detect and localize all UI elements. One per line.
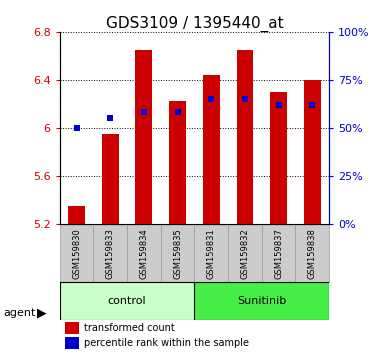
Bar xyxy=(169,101,186,224)
Bar xyxy=(93,224,127,282)
Text: ▶: ▶ xyxy=(37,307,46,320)
Bar xyxy=(102,134,119,224)
Bar xyxy=(161,224,194,282)
Point xyxy=(74,125,80,131)
Bar xyxy=(65,322,79,333)
Text: GSM159830: GSM159830 xyxy=(72,228,81,279)
Text: GSM159838: GSM159838 xyxy=(308,228,317,279)
Bar xyxy=(296,224,329,282)
Point xyxy=(107,115,113,121)
Point xyxy=(309,102,315,108)
Bar xyxy=(127,224,161,282)
Point xyxy=(208,96,214,102)
Point xyxy=(242,96,248,102)
Text: GSM159831: GSM159831 xyxy=(207,228,216,279)
Text: GSM159832: GSM159832 xyxy=(241,228,249,279)
Bar xyxy=(236,50,253,224)
Bar xyxy=(194,282,329,320)
Point xyxy=(141,110,147,115)
Bar xyxy=(65,337,79,349)
Bar xyxy=(228,224,262,282)
Bar xyxy=(60,282,194,320)
Text: GSM159834: GSM159834 xyxy=(139,228,148,279)
Text: GSM159833: GSM159833 xyxy=(106,228,115,279)
Point xyxy=(174,110,181,115)
Point xyxy=(276,102,282,108)
Title: GDS3109 / 1395440_at: GDS3109 / 1395440_at xyxy=(105,16,283,32)
Text: agent: agent xyxy=(4,308,36,318)
Bar xyxy=(136,50,152,224)
Bar xyxy=(304,80,321,224)
Bar xyxy=(60,224,93,282)
Text: transformed count: transformed count xyxy=(84,322,175,333)
Bar xyxy=(262,224,296,282)
Text: Sunitinib: Sunitinib xyxy=(237,296,286,306)
Bar xyxy=(68,206,85,224)
Bar xyxy=(203,75,220,224)
Bar xyxy=(270,92,287,224)
Text: GSM159835: GSM159835 xyxy=(173,228,182,279)
Bar xyxy=(194,224,228,282)
Text: GSM159837: GSM159837 xyxy=(274,228,283,279)
Text: percentile rank within the sample: percentile rank within the sample xyxy=(84,338,249,348)
Text: control: control xyxy=(108,296,146,306)
